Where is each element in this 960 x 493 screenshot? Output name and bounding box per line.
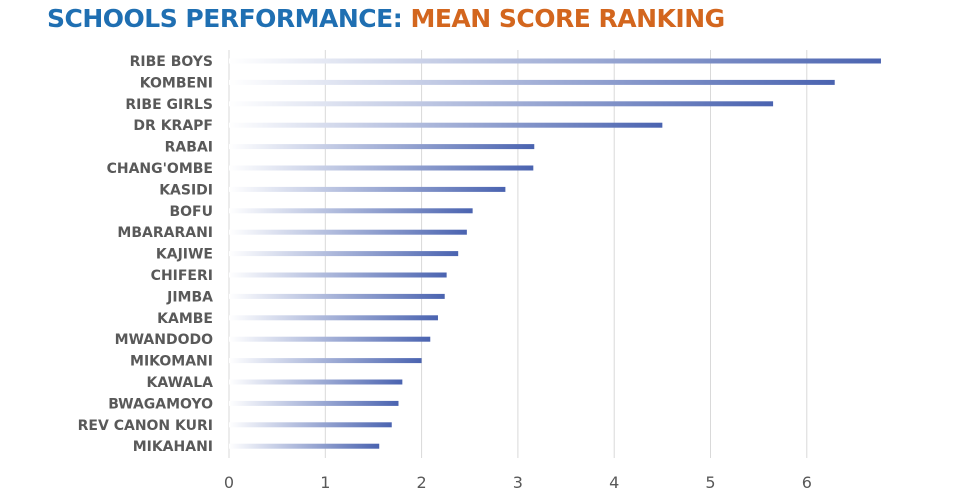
bar-bofu <box>229 208 473 214</box>
bar-rev-canon-kuri <box>229 422 392 428</box>
category-label: BOFU <box>169 204 213 220</box>
category-label: RABAI <box>165 140 213 156</box>
bar-chiferi <box>229 272 447 278</box>
bar-kawala <box>229 379 403 385</box>
category-label: KAJIWE <box>156 247 213 263</box>
chart-title-part2: MEAN SCORE RANKING <box>410 4 725 33</box>
category-label: DR KRAPF <box>133 118 213 134</box>
category-labels: RIBE BOYS KOMBENI RIBE GIRLS DR KRAPF RABAI C… <box>78 54 214 455</box>
category-label: KAMBE <box>157 311 213 327</box>
category-label: KOMBENI <box>140 75 213 91</box>
bar-kambe <box>229 315 438 321</box>
bar-chang-ombe <box>229 165 534 171</box>
category-label: MWANDODO <box>115 332 213 348</box>
category-label: KASIDI <box>159 182 213 198</box>
category-label: CHIFERI <box>151 268 213 284</box>
category-label: JIMBA <box>166 289 213 305</box>
bar-kajiwe <box>229 251 459 257</box>
category-label: KAWALA <box>147 375 214 391</box>
bar-ribe-boys <box>229 58 881 64</box>
category-label: BWAGAMOYO <box>108 396 213 412</box>
bar-mikomani <box>229 358 422 364</box>
x-tick-label: 4 <box>609 473 619 492</box>
bar-rabai <box>229 144 535 150</box>
x-axis-ticks: 0 1 2 3 4 5 6 <box>224 473 812 492</box>
category-label: CHANG'OMBE <box>107 161 213 177</box>
category-label: MBARARANI <box>117 225 213 241</box>
bar-mbararani <box>229 229 467 235</box>
x-tick-label: 1 <box>320 473 330 492</box>
x-tick-label: 0 <box>224 473 234 492</box>
bar-bwagamoyo <box>229 400 399 406</box>
category-label: MIKAHANI <box>133 439 213 455</box>
category-label: MIKOMANI <box>130 354 213 370</box>
bar-kasidi <box>229 186 506 192</box>
chart-title: SCHOOLS PERFORMANCE: MEAN SCORE RANKING <box>47 4 725 33</box>
category-label: RIBE GIRLS <box>125 97 213 113</box>
bar-mikahani <box>229 443 380 449</box>
bar-ribe-girls <box>229 101 774 107</box>
x-tick-label: 3 <box>513 473 523 492</box>
category-label: RIBE BOYS <box>130 54 213 70</box>
chart-title-part1: SCHOOLS PERFORMANCE: <box>47 4 403 33</box>
bar-jimba <box>229 293 445 299</box>
x-tick-label: 5 <box>705 473 715 492</box>
x-tick-label: 2 <box>417 473 427 492</box>
bars <box>229 58 881 449</box>
x-tick-label: 6 <box>802 473 812 492</box>
category-label: REV CANON KURI <box>78 418 213 434</box>
bar-mwandodo <box>229 336 431 342</box>
bar-kombeni <box>229 79 835 85</box>
bar-dr-krapf <box>229 122 663 128</box>
